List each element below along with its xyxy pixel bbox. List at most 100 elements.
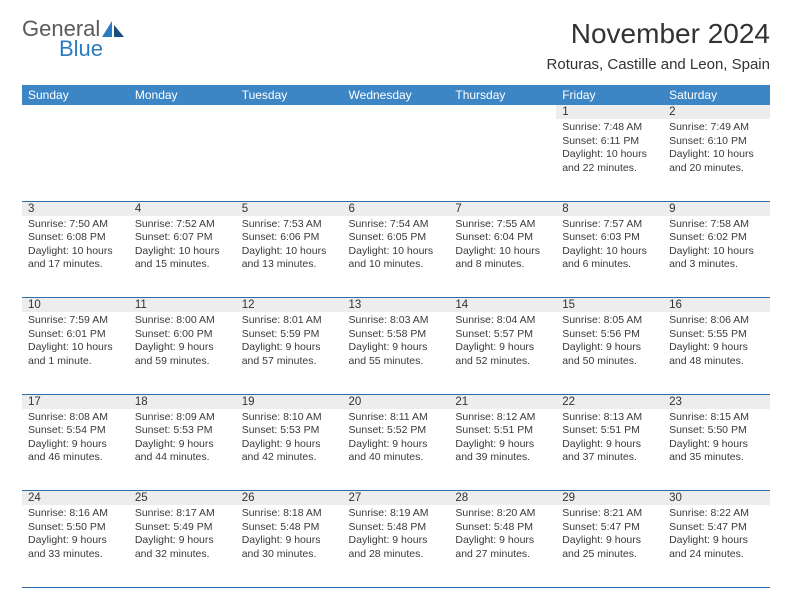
- day-line: Daylight: 9 hours: [242, 341, 337, 355]
- day-line: Daylight: 9 hours: [242, 438, 337, 452]
- day-line: Daylight: 9 hours: [669, 341, 764, 355]
- day-content: Sunrise: 8:10 AMSunset: 5:53 PMDaylight:…: [236, 409, 343, 470]
- day-line: Sunset: 5:56 PM: [562, 328, 657, 342]
- day-cell: Sunrise: 8:16 AMSunset: 5:50 PMDaylight:…: [22, 505, 129, 587]
- day-line: Sunrise: 7:57 AM: [562, 218, 657, 232]
- day-number-cell: 5: [236, 201, 343, 216]
- day-cell: Sunrise: 8:04 AMSunset: 5:57 PMDaylight:…: [449, 312, 556, 394]
- day-line: Sunrise: 8:15 AM: [669, 411, 764, 425]
- day-content: Sunrise: 7:55 AMSunset: 6:04 PMDaylight:…: [449, 216, 556, 277]
- day-line: Sunset: 5:51 PM: [455, 424, 550, 438]
- weekday-header: Monday: [129, 85, 236, 105]
- day-line: Daylight: 9 hours: [349, 438, 444, 452]
- daynum-row: 12: [22, 105, 770, 119]
- day-number-cell: 19: [236, 394, 343, 409]
- day-cell: Sunrise: 8:19 AMSunset: 5:48 PMDaylight:…: [343, 505, 450, 587]
- day-cell: Sunrise: 8:15 AMSunset: 5:50 PMDaylight:…: [663, 409, 770, 491]
- day-line: Daylight: 9 hours: [28, 438, 123, 452]
- page-title: November 2024: [547, 18, 770, 50]
- day-line: Sunset: 6:10 PM: [669, 135, 764, 149]
- day-line: Sunrise: 8:12 AM: [455, 411, 550, 425]
- day-content: Sunrise: 8:05 AMSunset: 5:56 PMDaylight:…: [556, 312, 663, 373]
- day-line: Sunrise: 7:48 AM: [562, 121, 657, 135]
- day-line: Sunrise: 8:06 AM: [669, 314, 764, 328]
- day-content: Sunrise: 8:17 AMSunset: 5:49 PMDaylight:…: [129, 505, 236, 566]
- weekday-header: Thursday: [449, 85, 556, 105]
- day-line: Sunset: 6:04 PM: [455, 231, 550, 245]
- day-line: Sunset: 6:01 PM: [28, 328, 123, 342]
- week-row: Sunrise: 8:16 AMSunset: 5:50 PMDaylight:…: [22, 505, 770, 587]
- day-content: Sunrise: 8:06 AMSunset: 5:55 PMDaylight:…: [663, 312, 770, 373]
- day-line: Daylight: 10 hours: [28, 341, 123, 355]
- day-content: Sunrise: 8:08 AMSunset: 5:54 PMDaylight:…: [22, 409, 129, 470]
- day-line: and 27 minutes.: [455, 548, 550, 562]
- day-cell: Sunrise: 8:21 AMSunset: 5:47 PMDaylight:…: [556, 505, 663, 587]
- day-number-cell: 2: [663, 105, 770, 119]
- day-cell: Sunrise: 7:52 AMSunset: 6:07 PMDaylight:…: [129, 216, 236, 298]
- weekday-header: Tuesday: [236, 85, 343, 105]
- day-line: Daylight: 9 hours: [349, 341, 444, 355]
- day-line: Sunset: 6:08 PM: [28, 231, 123, 245]
- day-line: Sunset: 5:54 PM: [28, 424, 123, 438]
- day-line: Daylight: 10 hours: [562, 148, 657, 162]
- day-line: Daylight: 10 hours: [135, 245, 230, 259]
- day-number-cell: 24: [22, 491, 129, 506]
- day-line: and 55 minutes.: [349, 355, 444, 369]
- day-line: Sunset: 6:00 PM: [135, 328, 230, 342]
- day-cell: Sunrise: 7:59 AMSunset: 6:01 PMDaylight:…: [22, 312, 129, 394]
- weekday-header-row: Sunday Monday Tuesday Wednesday Thursday…: [22, 85, 770, 105]
- day-line: Daylight: 9 hours: [28, 534, 123, 548]
- day-line: Sunset: 5:48 PM: [349, 521, 444, 535]
- day-line: Daylight: 9 hours: [669, 438, 764, 452]
- week-row: Sunrise: 7:50 AMSunset: 6:08 PMDaylight:…: [22, 216, 770, 298]
- day-line: Sunrise: 7:55 AM: [455, 218, 550, 232]
- day-number-cell: 12: [236, 298, 343, 313]
- day-line: and 39 minutes.: [455, 451, 550, 465]
- location-text: Roturas, Castille and Leon, Spain: [547, 56, 770, 73]
- day-line: Daylight: 9 hours: [135, 341, 230, 355]
- day-number-cell: 11: [129, 298, 236, 313]
- day-line: Sunrise: 8:03 AM: [349, 314, 444, 328]
- day-line: Daylight: 9 hours: [455, 341, 550, 355]
- day-line: Sunset: 5:57 PM: [455, 328, 550, 342]
- day-line: Sunrise: 8:16 AM: [28, 507, 123, 521]
- day-content: Sunrise: 8:11 AMSunset: 5:52 PMDaylight:…: [343, 409, 450, 470]
- day-number-cell: 8: [556, 201, 663, 216]
- day-number-cell: 20: [343, 394, 450, 409]
- day-content: Sunrise: 7:57 AMSunset: 6:03 PMDaylight:…: [556, 216, 663, 277]
- day-line: Sunrise: 8:19 AM: [349, 507, 444, 521]
- day-line: Daylight: 9 hours: [349, 534, 444, 548]
- day-number-cell: [343, 105, 450, 119]
- day-cell: Sunrise: 8:18 AMSunset: 5:48 PMDaylight:…: [236, 505, 343, 587]
- day-line: Sunrise: 8:11 AM: [349, 411, 444, 425]
- day-cell: Sunrise: 8:17 AMSunset: 5:49 PMDaylight:…: [129, 505, 236, 587]
- day-content: Sunrise: 8:15 AMSunset: 5:50 PMDaylight:…: [663, 409, 770, 470]
- day-number-cell: 22: [556, 394, 663, 409]
- weekday-header: Friday: [556, 85, 663, 105]
- logo-sail-icon: [102, 19, 124, 39]
- day-line: Sunset: 6:07 PM: [135, 231, 230, 245]
- day-line: Sunset: 5:47 PM: [669, 521, 764, 535]
- day-content: Sunrise: 7:58 AMSunset: 6:02 PMDaylight:…: [663, 216, 770, 277]
- day-content: Sunrise: 8:21 AMSunset: 5:47 PMDaylight:…: [556, 505, 663, 566]
- day-number-cell: 30: [663, 491, 770, 506]
- day-line: Sunrise: 7:53 AM: [242, 218, 337, 232]
- day-number-cell: 17: [22, 394, 129, 409]
- day-number-cell: 9: [663, 201, 770, 216]
- day-number-cell: 21: [449, 394, 556, 409]
- day-content: Sunrise: 8:09 AMSunset: 5:53 PMDaylight:…: [129, 409, 236, 470]
- day-number-cell: [22, 105, 129, 119]
- day-line: Sunset: 6:05 PM: [349, 231, 444, 245]
- day-line: Sunrise: 7:49 AM: [669, 121, 764, 135]
- day-cell: Sunrise: 8:09 AMSunset: 5:53 PMDaylight:…: [129, 409, 236, 491]
- day-line: and 37 minutes.: [562, 451, 657, 465]
- day-line: Daylight: 9 hours: [562, 341, 657, 355]
- day-line: and 28 minutes.: [349, 548, 444, 562]
- day-line: Sunset: 6:06 PM: [242, 231, 337, 245]
- day-line: and 13 minutes.: [242, 258, 337, 272]
- day-line: and 30 minutes.: [242, 548, 337, 562]
- day-content: Sunrise: 8:01 AMSunset: 5:59 PMDaylight:…: [236, 312, 343, 373]
- day-line: Daylight: 10 hours: [349, 245, 444, 259]
- day-line: Sunrise: 8:05 AM: [562, 314, 657, 328]
- weekday-header: Saturday: [663, 85, 770, 105]
